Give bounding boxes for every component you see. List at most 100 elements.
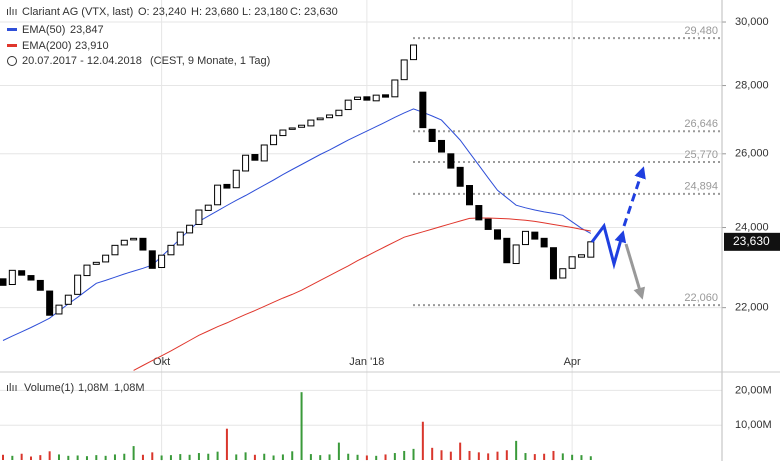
volume-bar bbox=[393, 453, 396, 460]
candle bbox=[92, 261, 100, 265]
candle bbox=[111, 244, 119, 256]
volume-bar bbox=[309, 454, 312, 460]
y-tick-label: 26,000 bbox=[735, 148, 769, 160]
candle bbox=[326, 114, 334, 119]
candle bbox=[176, 231, 184, 246]
volume-bar bbox=[589, 456, 592, 460]
candle bbox=[102, 254, 110, 263]
candle bbox=[242, 154, 250, 172]
legend-label: EMA(50) bbox=[22, 24, 65, 36]
volume-tick-label: 10,00M bbox=[735, 419, 772, 431]
volume-bar bbox=[561, 453, 564, 460]
level-label: 26,646 bbox=[684, 118, 718, 130]
volume-bar bbox=[57, 454, 60, 460]
legend-label: EMA(200) bbox=[22, 40, 72, 52]
candle bbox=[316, 117, 324, 121]
volume-bar bbox=[151, 452, 154, 460]
date-range: 20.07.2017 - 12.04.2018 bbox=[22, 55, 142, 67]
volume-bar bbox=[356, 454, 359, 460]
drawn-arrow-up bbox=[622, 166, 646, 227]
volume-bar bbox=[319, 455, 322, 460]
ohlc-high: H: 23,680 bbox=[191, 6, 239, 18]
candle bbox=[428, 128, 436, 142]
candle bbox=[83, 264, 91, 277]
volume-bar bbox=[487, 453, 490, 460]
ema-line bbox=[2, 108, 592, 341]
candle bbox=[251, 154, 259, 161]
volume-bar bbox=[169, 455, 172, 460]
candle bbox=[36, 279, 44, 291]
volume-bar bbox=[347, 453, 350, 460]
volume-bar bbox=[104, 455, 107, 460]
x-tick-label: Apr bbox=[564, 356, 581, 368]
level-label: 29,480 bbox=[684, 25, 718, 37]
volume-bar bbox=[123, 453, 126, 460]
volume-bar bbox=[515, 440, 518, 460]
volume-bar bbox=[216, 451, 219, 460]
candle bbox=[484, 218, 492, 230]
volume-bar bbox=[244, 452, 247, 460]
volume-bar bbox=[197, 453, 200, 460]
candle bbox=[372, 94, 380, 102]
main-layer: 29,480 26,646 25,770 24,894 22,060 23,630 bbox=[0, 25, 780, 460]
legend-value: 23,910 bbox=[75, 40, 109, 52]
header-icon: ılıı bbox=[6, 6, 18, 18]
volume-bar bbox=[225, 428, 228, 460]
volume-icon: ılıı bbox=[6, 382, 18, 394]
volume-bar bbox=[179, 454, 182, 460]
last-price-box bbox=[724, 232, 780, 251]
volume-bar bbox=[48, 451, 51, 460]
header: ılıı Clariant AG (VTX, last) O: 23,240 H… bbox=[6, 6, 338, 394]
ema-line bbox=[133, 217, 591, 371]
level-label: 24,894 bbox=[684, 181, 718, 193]
ohlc-close: C: 23,630 bbox=[290, 6, 338, 18]
candle bbox=[55, 304, 63, 315]
instrument: Clariant AG (VTX, last) bbox=[22, 6, 133, 18]
candle bbox=[419, 91, 427, 129]
volume-value: 1,08M bbox=[78, 382, 109, 394]
candle bbox=[260, 144, 268, 162]
candle bbox=[64, 294, 72, 305]
volume-bar bbox=[188, 454, 191, 460]
volume-bar bbox=[524, 453, 527, 460]
volume-bar bbox=[76, 455, 79, 460]
volume-bar bbox=[29, 456, 32, 460]
candle bbox=[298, 124, 306, 128]
candle bbox=[540, 237, 548, 248]
x-tick-label: Jan '18 bbox=[349, 356, 384, 368]
candle bbox=[74, 274, 82, 295]
candle bbox=[549, 247, 557, 280]
volume-bar bbox=[477, 452, 480, 460]
candle bbox=[466, 185, 473, 206]
candle bbox=[447, 153, 455, 169]
volume-bar bbox=[552, 450, 555, 460]
clock-icon bbox=[7, 56, 17, 66]
volume-label: Volume(1) bbox=[24, 382, 74, 394]
ohlc-open: O: 23,240 bbox=[138, 6, 186, 18]
volume-bar bbox=[571, 454, 574, 460]
candle bbox=[232, 169, 240, 189]
volume-bar bbox=[337, 442, 340, 460]
volume-bar bbox=[39, 455, 42, 460]
level-label: 22,060 bbox=[684, 292, 718, 304]
legend-swatch bbox=[7, 28, 17, 31]
candle bbox=[335, 109, 343, 117]
volume-bar bbox=[85, 456, 88, 460]
candle bbox=[493, 229, 501, 240]
volume-bar bbox=[141, 454, 144, 460]
volume-bar bbox=[235, 454, 238, 460]
candle bbox=[438, 139, 446, 153]
candle bbox=[456, 166, 464, 187]
volume-bar bbox=[291, 451, 294, 460]
volume-bar bbox=[375, 455, 378, 460]
candle bbox=[363, 96, 371, 101]
candle bbox=[559, 268, 567, 279]
candle bbox=[391, 79, 399, 98]
candle bbox=[18, 270, 26, 276]
volume-bar bbox=[95, 455, 98, 460]
volume-bar bbox=[67, 455, 70, 460]
volume-bar bbox=[300, 392, 303, 460]
level-label: 25,770 bbox=[684, 149, 718, 161]
